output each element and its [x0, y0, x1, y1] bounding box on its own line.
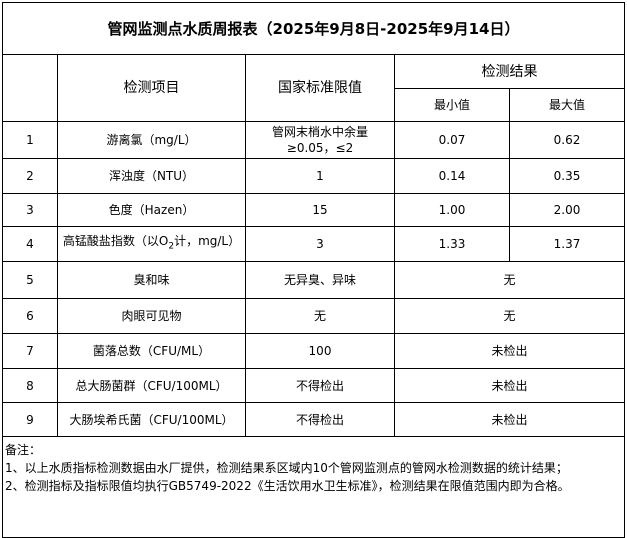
row-item: 总大肠菌群（CFU/100ML）	[57, 368, 246, 403]
row-result: 无	[393, 298, 626, 334]
table-row: 7 菌落总数（CFU/ML） 100 未检出	[2, 333, 626, 369]
row-standard: 15	[245, 193, 395, 227]
row-no: 4	[2, 226, 58, 262]
row-no: 8	[2, 368, 58, 403]
header-standard: 国家标准限值	[245, 54, 395, 122]
notes-label: 备注：	[5, 443, 42, 457]
row-item: 肉眼可见物	[57, 298, 246, 334]
row-no: 7	[2, 333, 58, 369]
item-subscript: 2	[168, 241, 175, 252]
row-item: 游离氯（mg/L）	[57, 121, 246, 159]
row-min: 1.00	[394, 193, 510, 227]
note-line-1: 1、以上水质指标检测数据由水厂提供，检测结果系区域内10个管网监测点的管网水检测…	[5, 461, 568, 475]
row-result: 未检出	[393, 402, 626, 437]
report-title: 管网监测点水质周报表（2025年9月8日-2025年9月14日）	[1, 2, 626, 55]
table-row: 8 总大肠菌群（CFU/100ML） 不得检出 未检出	[2, 368, 626, 403]
header-item: 检测项目	[57, 54, 246, 122]
row-item: 菌落总数（CFU/ML）	[57, 333, 246, 369]
row-no: 1	[2, 121, 58, 159]
row-standard: 3	[245, 226, 395, 262]
table-row: 5 臭和味 无异臭、异味 无	[2, 261, 626, 299]
row-result: 无	[393, 261, 626, 299]
row-no: 2	[2, 158, 58, 194]
notes: 备注： 1、以上水质指标检测数据由水厂提供，检测结果系区域内10个管网监测点的管…	[1, 436, 626, 538]
row-result: 未检出	[393, 333, 626, 369]
table-row: 2 浑浊度（NTU） 1 0.14 0.35	[2, 158, 626, 194]
header-max: 最大值	[508, 88, 626, 122]
row-item: 色度（Hazen）	[57, 193, 246, 227]
table-row: 1 游离氯（mg/L） 管网末梢水中余量≥0.05，≤2 0.07 0.62	[2, 121, 626, 159]
table-row: 9 大肠埃希氏菌（CFU/100ML） 不得检出 未检出	[2, 402, 626, 437]
row-standard: 不得检出	[245, 402, 395, 437]
header-min: 最小值	[394, 88, 510, 122]
row-standard: 不得检出	[245, 368, 395, 403]
note-line-2: 2、检测指标及指标限值均执行GB5749-2022《生活饮用水卫生标准》，检测结…	[5, 479, 570, 493]
row-item: 臭和味	[57, 261, 246, 299]
row-item: 大肠埃希氏菌（CFU/100ML）	[57, 402, 246, 437]
header-result: 检测结果	[393, 54, 626, 89]
row-standard: 1	[245, 158, 395, 194]
row-no: 6	[2, 298, 58, 334]
row-max: 1.37	[508, 226, 626, 262]
row-no: 5	[2, 261, 58, 299]
row-result: 未检出	[393, 368, 626, 403]
row-standard: 100	[245, 333, 395, 369]
table-row: 3 色度（Hazen） 15 1.00 2.00	[2, 193, 626, 227]
row-item: 高锰酸盐指数（以O2计，mg/L）	[57, 226, 246, 262]
row-standard: 管网末梢水中余量≥0.05，≤2	[245, 121, 395, 159]
row-standard: 无	[245, 298, 395, 334]
table-row: 4 高锰酸盐指数（以O2计，mg/L） 3 1.33 1.37	[2, 226, 626, 262]
row-max: 0.35	[508, 158, 626, 194]
row-max: 2.00	[508, 193, 626, 227]
item-text: 高锰酸盐指数（以O	[62, 234, 169, 249]
row-min: 0.07	[394, 121, 510, 159]
row-standard: 无异臭、异味	[245, 261, 395, 299]
row-no: 9	[2, 402, 58, 437]
item-text: 计，mg/L）	[174, 234, 241, 249]
row-min: 1.33	[394, 226, 510, 262]
row-min: 0.14	[394, 158, 510, 194]
table-row: 6 肉眼可见物 无 无	[2, 298, 626, 334]
header-no	[2, 54, 58, 122]
row-no: 3	[2, 193, 58, 227]
row-max: 0.62	[508, 121, 626, 159]
row-item: 浑浊度（NTU）	[57, 158, 246, 194]
